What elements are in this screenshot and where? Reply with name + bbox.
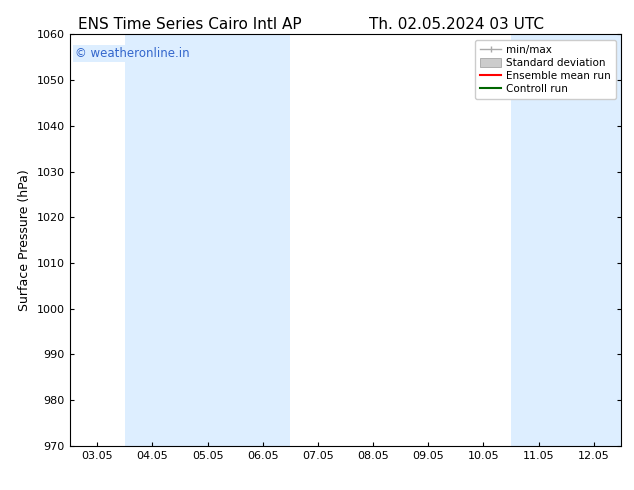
Text: Th. 02.05.2024 03 UTC: Th. 02.05.2024 03 UTC bbox=[369, 17, 544, 32]
Bar bbox=[511, 34, 621, 446]
Y-axis label: Surface Pressure (hPa): Surface Pressure (hPa) bbox=[18, 169, 31, 311]
Text: ENS Time Series Cairo Intl AP: ENS Time Series Cairo Intl AP bbox=[79, 17, 302, 32]
Legend: min/max, Standard deviation, Ensemble mean run, Controll run: min/max, Standard deviation, Ensemble me… bbox=[475, 40, 616, 99]
Bar bbox=[125, 34, 290, 446]
Text: © weatheronline.in: © weatheronline.in bbox=[75, 47, 190, 60]
